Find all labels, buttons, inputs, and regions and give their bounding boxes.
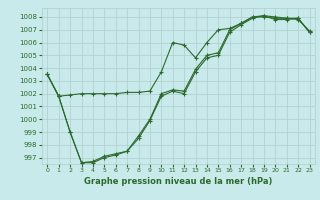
- X-axis label: Graphe pression niveau de la mer (hPa): Graphe pression niveau de la mer (hPa): [84, 177, 273, 186]
